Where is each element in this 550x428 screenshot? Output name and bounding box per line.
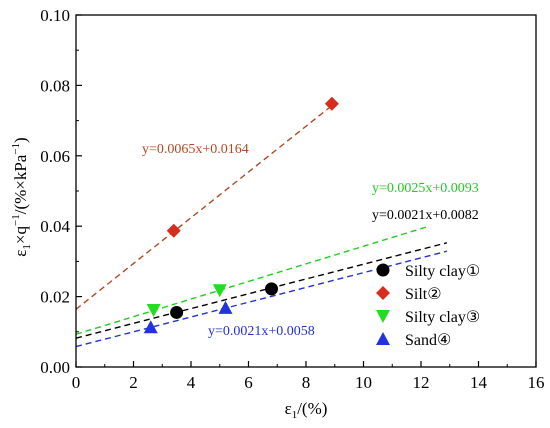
y-tick-label: 0.02: [40, 288, 70, 307]
legend-marker: [376, 263, 390, 277]
legend-marker: [376, 286, 390, 300]
fit-line: [75, 102, 336, 310]
x-tick-label: 8: [302, 373, 311, 392]
fit-line: [75, 250, 448, 348]
y-tick-label: 0.10: [40, 6, 70, 25]
y-axis-title: ε1×q−1/(%×kPa−1): [10, 137, 33, 256]
fit-equation-label: y=0.0021x+0.0058: [208, 324, 315, 339]
fit-equation-label: y=0.0065x+0.0164: [142, 142, 249, 157]
legend-label: Sand④: [405, 332, 451, 349]
x-tick-label: 2: [129, 373, 138, 392]
legend-marker: [376, 310, 390, 323]
fit-equation-label: y=0.0025x+0.0093: [372, 181, 479, 196]
fit-equation-label: y=0.0021x+0.0082: [372, 208, 479, 223]
y-tick-label: 0.06: [40, 147, 70, 166]
x-tick-label: 16: [528, 373, 545, 392]
y-tick-label: 0.04: [40, 217, 70, 236]
legend-label: Silt②: [405, 286, 442, 303]
y-tick-label: 0.00: [40, 358, 70, 377]
data-point: [166, 223, 181, 238]
data-point: [265, 282, 278, 296]
legend-label: Silty clay③: [405, 309, 480, 326]
data-point: [146, 303, 161, 317]
x-tick-label: 10: [355, 373, 372, 392]
fit-line: [75, 242, 448, 339]
data-point: [212, 284, 227, 298]
data-point: [170, 305, 184, 319]
x-tick-label: 12: [413, 373, 430, 392]
fit-line: [75, 225, 430, 335]
x-axis-title: ε1/(%): [285, 399, 328, 421]
data-point: [143, 320, 158, 334]
x-tick-label: 14: [470, 373, 488, 392]
data-point: [324, 96, 339, 111]
x-tick-label: 4: [187, 373, 196, 392]
x-tick-label: 6: [244, 373, 253, 392]
legend-marker: [376, 332, 390, 345]
y-tick-label: 0.08: [40, 76, 70, 95]
legend-label: Silty clay①: [405, 263, 480, 280]
x-tick-label: 0: [72, 373, 81, 392]
data-point: [218, 300, 233, 314]
